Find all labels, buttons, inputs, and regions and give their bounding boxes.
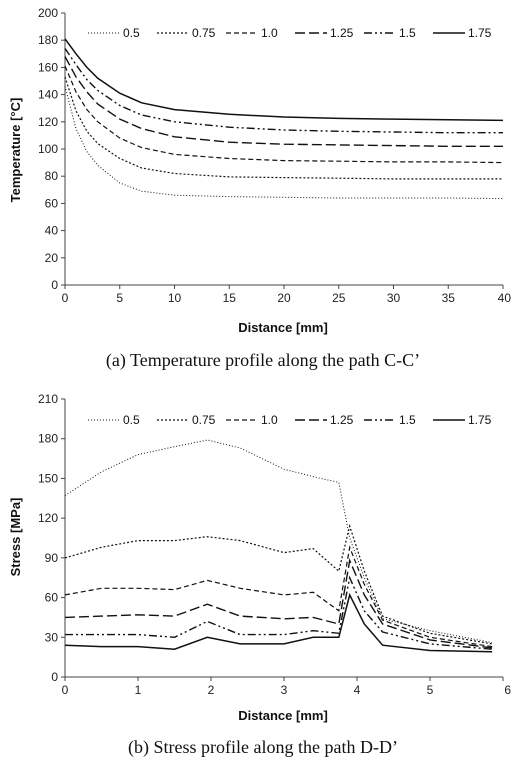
- y-tick-label: 0: [51, 278, 58, 292]
- y-tick-label: 120: [38, 511, 58, 525]
- y-tick-label: 180: [38, 432, 58, 446]
- y-tick-label: 40: [45, 224, 59, 238]
- series-line-1_75: [64, 592, 493, 653]
- legend-label: 1.0: [261, 26, 278, 40]
- legend-label: 0.5: [123, 413, 140, 427]
- temperature-tick-labels: 0 20 40 60 80 100 120 140 160 180 200 0 5 10 15 20 25 30 3…: [38, 6, 511, 305]
- stress-y-axis-title: Stress [MPa]: [8, 498, 23, 577]
- y-tick-label: 60: [45, 196, 59, 210]
- series-line-0_5: [64, 86, 504, 200]
- series-line-1_0: [64, 65, 504, 164]
- legend-label: 1.75: [468, 413, 492, 427]
- y-tick-label: 30: [45, 630, 59, 644]
- series-line-1_75: [64, 38, 504, 122]
- x-tick-label: 4: [354, 683, 361, 697]
- temperature-chart: 0 20 40 60 80 100 120 140 160 180 200 0 5 10 15 20 25 30 3…: [8, 6, 511, 371]
- series-line-1_5: [65, 575, 493, 650]
- x-tick-label: 30: [387, 291, 401, 305]
- legend-label: 1.5: [399, 26, 416, 40]
- legend-label: 1.75: [468, 26, 492, 40]
- series-line-1_0: [64, 545, 493, 648]
- y-tick-label: 20: [45, 251, 59, 265]
- legend-label: 1.5: [399, 413, 416, 427]
- series-line-1_5: [64, 48, 503, 134]
- y-tick-label: 80: [45, 169, 59, 183]
- legend-label: 0.75: [192, 413, 216, 427]
- series-line-0_5: [64, 439, 493, 644]
- x-tick-label: 40: [498, 291, 512, 305]
- y-tick-label: 160: [38, 60, 58, 74]
- x-tick-label: 1: [135, 683, 142, 697]
- series-line-0_75: [64, 76, 503, 180]
- stress-legend: 0.5 0.75 1.0 1.25 1.5 1.75: [88, 413, 492, 427]
- x-tick-label: 0: [62, 291, 69, 305]
- x-tick-label: 10: [168, 291, 182, 305]
- temperature-legend: 0.5 0.75 1.0 1.25 1.5 1.75: [88, 26, 492, 40]
- x-tick-label: 0: [62, 683, 69, 697]
- y-tick-label: 200: [38, 6, 58, 20]
- temperature-x-axis-title: Distance [mm]: [238, 320, 328, 335]
- stress-x-axis-title: Distance [mm]: [238, 708, 328, 723]
- temperature-plot-area: [64, 13, 503, 286]
- temperature-series-lines: [64, 38, 504, 200]
- x-tick-label: 2: [208, 683, 215, 697]
- temperature-y-axis-title: Temperature [°C]: [8, 98, 23, 203]
- legend-label: 0.75: [192, 26, 216, 40]
- x-tick-label: 20: [277, 291, 291, 305]
- series-line-1_25: [64, 56, 503, 147]
- y-tick-label: 100: [38, 142, 58, 156]
- legend-label: 1.0: [261, 413, 278, 427]
- stress-tick-labels: 0 30 60 90 120 150 180 210 0 1 2 3 4 5 6: [38, 392, 511, 697]
- x-tick-label: 3: [281, 683, 288, 697]
- stress-series-lines: [64, 439, 493, 653]
- x-tick-label: 5: [116, 291, 123, 305]
- x-tick-label: 15: [223, 291, 237, 305]
- x-tick-label: 25: [332, 291, 346, 305]
- y-tick-label: 60: [45, 591, 59, 605]
- legend-label: 1.25: [330, 413, 354, 427]
- y-tick-label: 150: [38, 471, 58, 485]
- x-tick-label: 5: [427, 683, 434, 697]
- stress-caption: (b) Stress profile along the path D-D’: [128, 737, 398, 758]
- series-line-0_75: [64, 523, 493, 645]
- temperature-caption: (a) Temperature profile along the path C…: [106, 350, 420, 371]
- y-tick-label: 120: [38, 115, 58, 129]
- stress-chart: 0 30 60 90 120 150 180 210 0 1 2 3 4 5 6 0.5 0.75 1.0 1.2…: [8, 392, 511, 758]
- series-line-1_25: [64, 558, 493, 649]
- y-tick-label: 90: [45, 551, 59, 565]
- y-tick-label: 0: [51, 670, 58, 684]
- x-tick-label: 35: [442, 291, 456, 305]
- y-tick-label: 140: [38, 88, 58, 102]
- x-tick-label: 6: [504, 683, 511, 697]
- y-tick-label: 180: [38, 33, 58, 47]
- y-tick-label: 210: [38, 392, 58, 406]
- legend-label: 1.25: [330, 26, 354, 40]
- legend-label: 0.5: [123, 26, 140, 40]
